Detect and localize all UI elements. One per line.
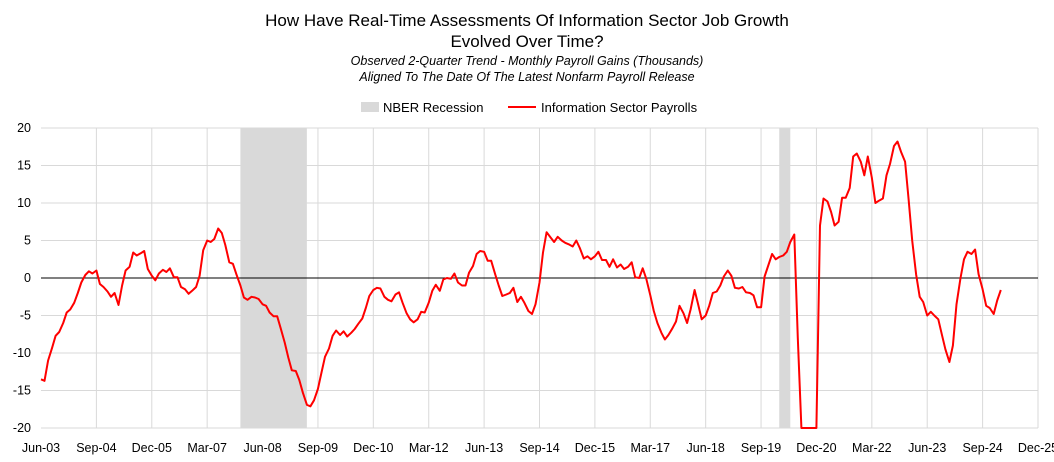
series-line-swatch-icon [508,106,536,108]
y-tick-label: 10 [17,196,31,210]
legend-item-series: Information Sector Payrolls [508,98,697,116]
y-tick-label: -10 [13,346,31,360]
x-tick-label: Mar-07 [187,441,227,455]
y-tick-label: -5 [20,309,31,323]
legend-label-recession: NBER Recession [383,99,484,115]
x-tick-label: Mar-17 [630,441,670,455]
recession-swatch-icon [361,102,379,112]
x-tick-label: Dec-25 [1018,441,1054,455]
y-tick-label: 5 [24,234,31,248]
y-tick-label: 20 [17,121,31,135]
chart-title-line2: Evolved Over Time? [450,32,604,51]
x-tick-label: Dec-20 [796,441,836,455]
x-tick-label: Sep-19 [741,441,781,455]
x-tick-label: Mar-22 [852,441,892,455]
y-tick-label: -20 [13,421,31,435]
x-tick-label: Jun-18 [687,441,725,455]
chart-title-line1: How Have Real-Time Assessments Of Inform… [265,11,789,30]
series-line-0 [40,140,1002,429]
legend-item-recession: NBER Recession [361,98,483,116]
x-tick-label: Sep-24 [962,441,1002,455]
y-tick-label: 0 [24,271,31,285]
x-tick-label: Dec-05 [132,441,172,455]
x-tick-label: Dec-15 [575,441,615,455]
x-tick-label: Sep-04 [76,441,116,455]
x-tick-label: Jun-23 [908,441,946,455]
x-tick-label: Jun-13 [465,441,503,455]
y-tick-label: 15 [17,159,31,173]
x-tick-label: Mar-12 [409,441,449,455]
x-tick-label: Jun-03 [22,441,60,455]
x-tick-label: Sep-09 [298,441,338,455]
y-tick-label: -15 [13,384,31,398]
chart-subtitle-line2: Aligned To The Date Of The Latest Nonfar… [359,70,695,84]
x-tick-label: Dec-10 [353,441,393,455]
x-tick-label: Jun-08 [243,441,281,455]
chart-subtitle-line1: Observed 2-Quarter Trend - Monthly Payro… [350,54,704,68]
x-tick-label: Sep-14 [519,441,559,455]
legend: NBER Recession Information Sector Payrol… [0,98,1054,116]
legend-label-series: Information Sector Payrolls [541,99,698,115]
